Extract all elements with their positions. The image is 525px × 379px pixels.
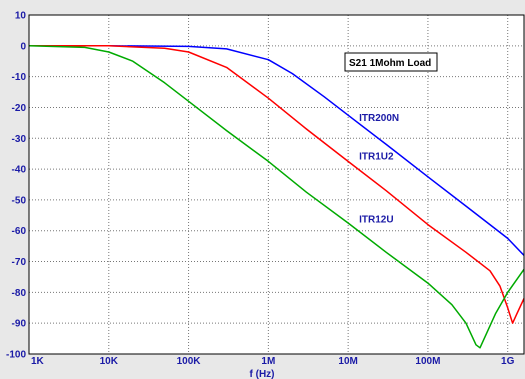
- series-label-itr12u: ITR12U: [359, 215, 393, 226]
- annotation-box: S21 1Mohm Load: [344, 52, 438, 72]
- series-label-itr1u2: ITR1U2: [359, 151, 394, 162]
- y-tick-label: -50: [12, 195, 27, 206]
- y-tick-labels: 10 0 -10 -20 -30 -40 -50 -60 -70 -80 -90 -100: [6, 11, 26, 361]
- y-tick-label: -90: [12, 319, 27, 330]
- x-tick-label: 1G: [501, 356, 515, 367]
- y-tick-label: -60: [12, 226, 27, 237]
- y-tick-label: 10: [15, 11, 27, 22]
- series-labels: ITR200N ITR1U2 ITR12U: [359, 113, 399, 226]
- x-tick-label: 1K: [31, 356, 45, 367]
- series-label-itr200n: ITR200N: [359, 113, 399, 124]
- plot-background: [29, 15, 524, 354]
- x-tick-label: 100M: [415, 356, 440, 367]
- series-lines: [28, 45, 525, 349]
- x-tick-label: 10M: [338, 356, 357, 367]
- y-tick-label: -30: [12, 134, 27, 145]
- x-tick-label: 1M: [261, 356, 275, 367]
- y-tick-label: -80: [12, 288, 27, 299]
- annotation-text: S21 1Mohm Load: [349, 58, 431, 69]
- x-axis-label: f (Hz): [250, 369, 275, 379]
- series-line-itr12u: [28, 45, 525, 349]
- series-line-itr1u2: [29, 45, 525, 324]
- series-line-itr200n: [29, 45, 525, 256]
- y-tick-label: -20: [12, 103, 27, 114]
- y-tick-label: -100: [6, 350, 26, 361]
- x-tick-label: 10K: [100, 356, 119, 367]
- y-tick-label: 0: [20, 41, 26, 52]
- y-tick-label: -70: [12, 257, 27, 268]
- y-tick-label: -10: [12, 72, 27, 83]
- y-tick-label: -40: [12, 165, 27, 176]
- x-tick-label: 100K: [177, 356, 202, 367]
- x-tick-labels: 1K 10K 100K 1M 10M 100M 1G: [31, 356, 515, 367]
- plot-frame: [28, 14, 525, 355]
